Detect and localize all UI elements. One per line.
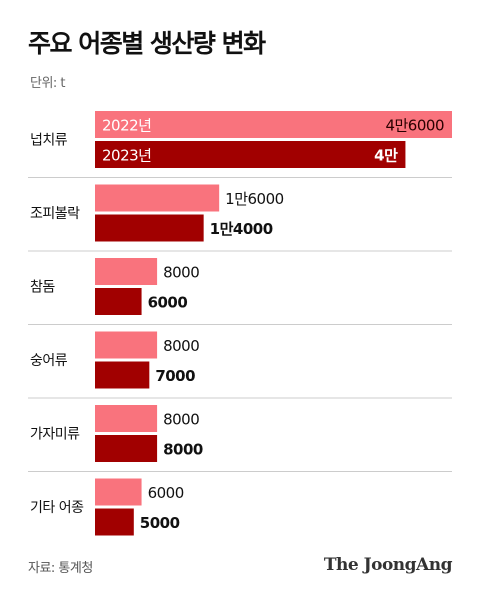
value-label: 8000 — [163, 264, 199, 282]
bar-2022 — [95, 405, 158, 432]
chart-title: 주요 어종별 생산량 변화 — [28, 29, 266, 58]
bar-2023 — [95, 214, 204, 242]
bar-2022 — [95, 184, 220, 212]
value-label: 6000 — [148, 294, 188, 312]
bar-2023 — [95, 435, 158, 462]
bar-2023 — [95, 508, 134, 536]
bar-2022 — [95, 258, 158, 285]
category-label: 넙치류 — [30, 133, 68, 149]
legend-label-2022: 2022년 — [102, 117, 151, 135]
category-label: 조피볼락 — [30, 206, 80, 222]
category-label: 숭어류 — [30, 353, 68, 369]
brand-logo: The JoongAng — [323, 555, 453, 575]
bar-2022 — [95, 331, 158, 359]
category-label: 가자미류 — [30, 427, 80, 443]
source-label: 자료: 통계청 — [28, 561, 93, 576]
value-label: 8000 — [163, 337, 199, 355]
bar-2022 — [95, 478, 142, 506]
value-label: 7000 — [155, 367, 195, 385]
value-label: 5000 — [140, 514, 180, 532]
value-label: 4만6000 — [385, 117, 444, 135]
legend-label-2023: 2023년 — [102, 147, 151, 165]
value-label: 8000 — [163, 411, 199, 429]
value-label: 6000 — [148, 484, 184, 502]
value-label: 4만 — [374, 147, 398, 165]
unit-label: 단위: t — [30, 76, 66, 91]
bar-2023 — [95, 141, 406, 168]
value-label: 1만6000 — [225, 190, 284, 208]
value-label: 1만4000 — [210, 220, 273, 238]
bar-2023 — [95, 288, 142, 315]
value-label: 8000 — [163, 441, 203, 459]
category-label: 기타 어종 — [30, 500, 84, 516]
category-label: 참돔 — [30, 280, 55, 296]
bar-2022 — [95, 111, 452, 138]
bar-2023 — [95, 361, 150, 389]
